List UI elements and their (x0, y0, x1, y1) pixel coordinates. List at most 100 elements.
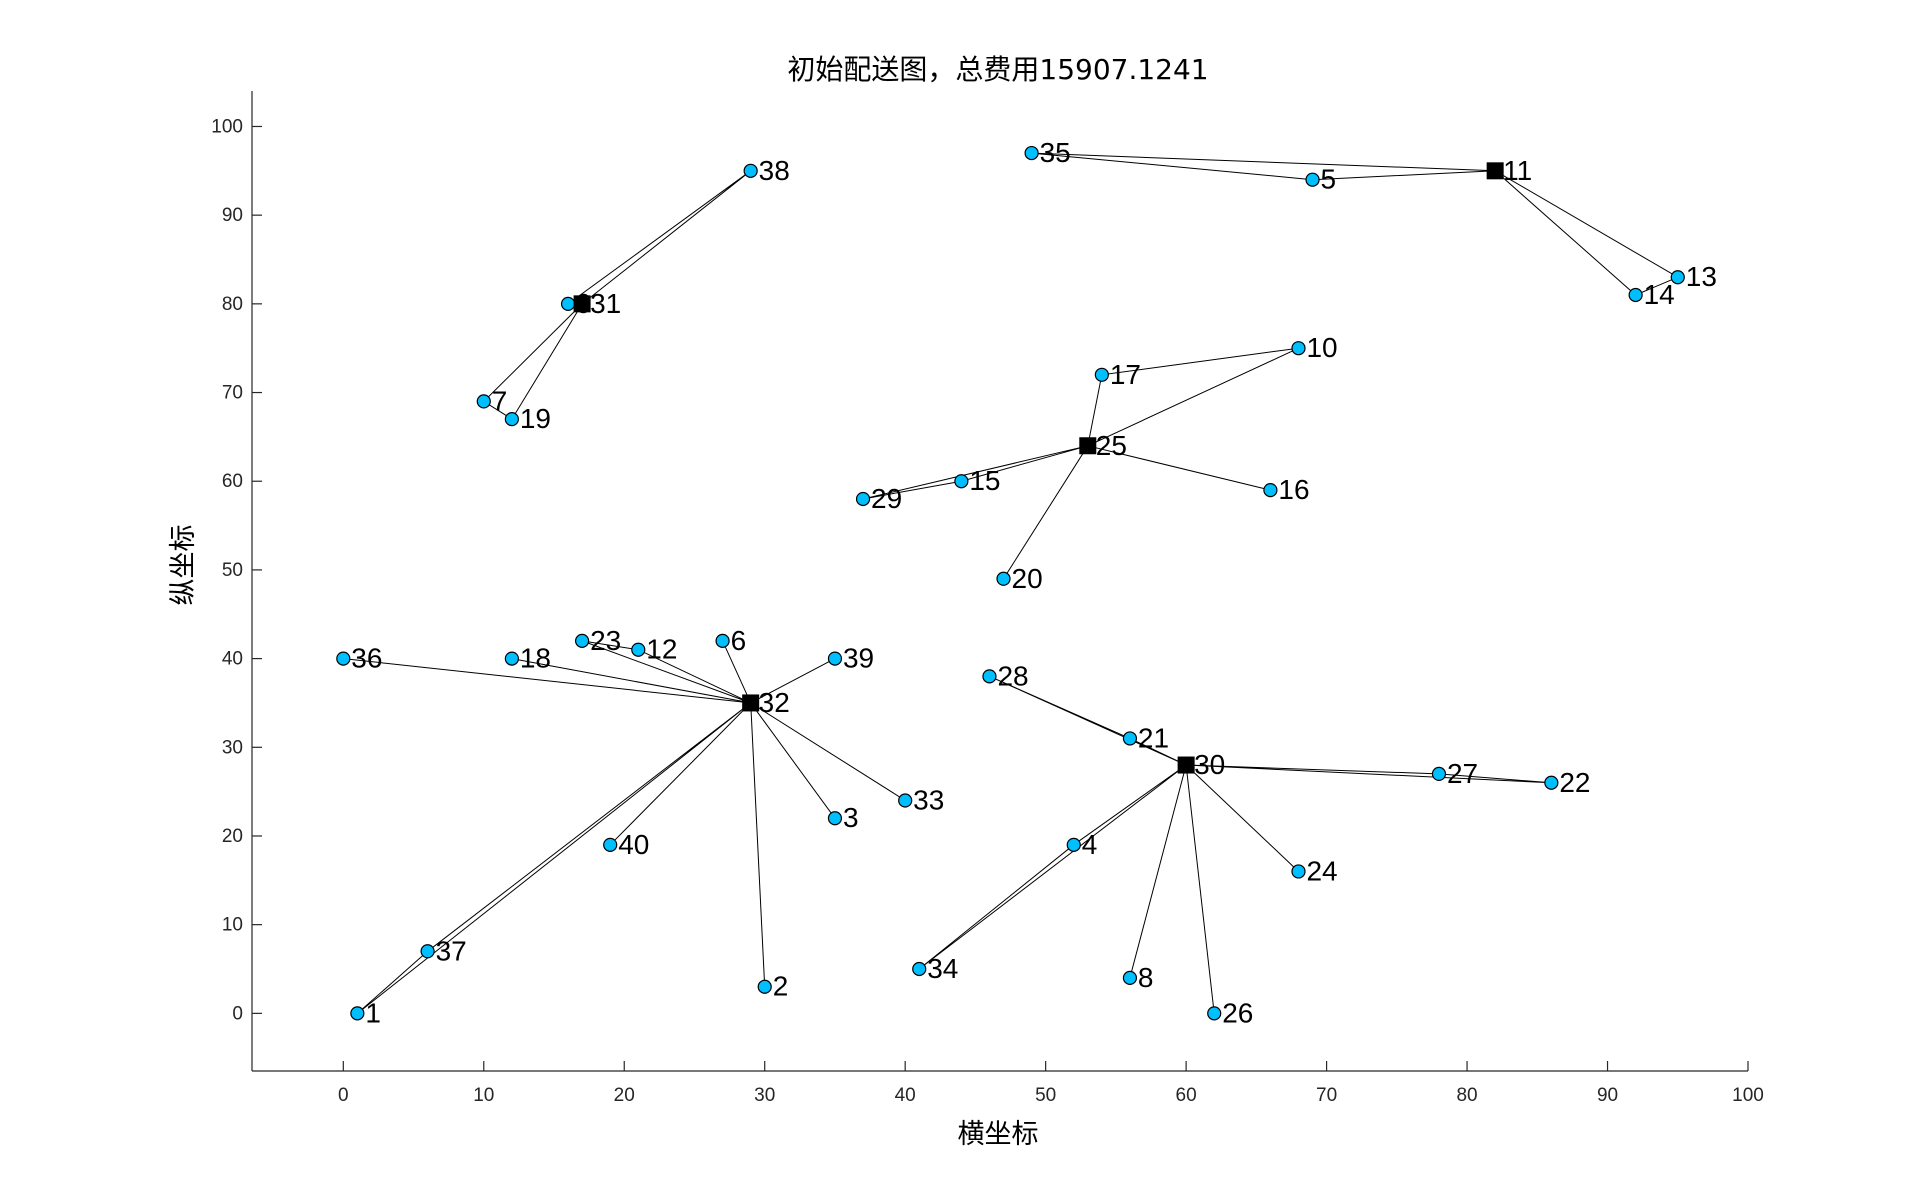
route-line (1185, 764, 1299, 872)
x-tick-label: 0 (338, 1085, 349, 1106)
x-tick-label: 70 (1316, 1085, 1337, 1106)
customer-label: 36 (351, 643, 382, 674)
route-line (566, 170, 752, 305)
x-tick-label: 100 (1732, 1085, 1764, 1106)
x-tick-label: 10 (473, 1085, 494, 1106)
depot-point (1177, 756, 1195, 774)
depot-label: 11 (1503, 155, 1532, 186)
customer-point (1544, 775, 1559, 790)
customer-point (1122, 970, 1138, 985)
y-tick-label: 60 (222, 471, 243, 492)
y-tick-label: 40 (222, 649, 243, 670)
customer-label: 1 (365, 997, 381, 1028)
route-line (750, 702, 766, 987)
y-tick-label: 90 (222, 205, 243, 226)
route-line (609, 702, 752, 846)
customer-point (982, 669, 997, 684)
y-tick-label: 30 (222, 737, 243, 758)
customer-point (1431, 766, 1447, 781)
customer-label: 9 (576, 288, 592, 319)
customer-point (827, 651, 843, 666)
customer-label: 16 (1278, 474, 1309, 505)
customer-label: 33 (913, 785, 944, 816)
x-tick-label: 60 (1176, 1085, 1197, 1106)
customer-point (743, 163, 758, 178)
customer-point (504, 412, 519, 427)
customer-point (350, 1006, 365, 1021)
y-tick-label: 0 (232, 1003, 243, 1024)
route-line (357, 702, 752, 1014)
customer-label: 27 (1447, 758, 1478, 789)
x-tick-label: 90 (1597, 1085, 1618, 1106)
customer-point (855, 491, 871, 507)
customer-label: 3 (843, 802, 859, 833)
customer-label: 22 (1559, 767, 1590, 798)
route-line (483, 303, 583, 420)
route-line (862, 445, 1088, 500)
customer-point (912, 961, 927, 977)
customer-point (715, 633, 730, 648)
customer-label: 24 (1306, 855, 1337, 886)
customer-point (336, 651, 351, 666)
customer-point (757, 979, 772, 994)
customer-point (1024, 145, 1039, 161)
x-tick-label: 30 (754, 1085, 775, 1106)
customer-label: 29 (871, 483, 902, 514)
customer-label: 19 (520, 403, 551, 434)
route-line (750, 702, 836, 819)
customer-label: 8 (1138, 962, 1154, 993)
customer-label: 2 (773, 971, 789, 1002)
customer-point (504, 651, 519, 666)
y-tick-label: 80 (222, 294, 243, 315)
route-line (1494, 170, 1679, 296)
customer-point (476, 394, 491, 409)
depot-label: 30 (1194, 749, 1225, 780)
customer-label: 40 (618, 829, 649, 860)
customer-label: 26 (1222, 997, 1253, 1028)
route-line (1087, 347, 1299, 447)
customer-label: 15 (969, 465, 1000, 496)
axes: 0 10 20 30 40 50 60 70 80 90 100 0 10 20 30 40 50 60 70 80 9… (211, 91, 1764, 1106)
customer-label: 21 (1138, 722, 1169, 753)
customer-label: 35 (1040, 137, 1071, 168)
route-line (1186, 764, 1552, 784)
customer-point (1094, 367, 1109, 382)
route-line (918, 764, 1187, 970)
customer-label: 18 (520, 643, 551, 674)
markers (336, 145, 1685, 1021)
customer-label: 28 (997, 660, 1028, 691)
x-tick-label: 40 (895, 1085, 916, 1106)
depot-point (742, 694, 760, 712)
x-tick-label: 20 (614, 1085, 635, 1106)
route-line (1031, 152, 1496, 181)
customer-label: 34 (927, 953, 958, 984)
customer-point (560, 296, 576, 311)
y-tick-label: 100 (211, 116, 243, 137)
customer-label: 39 (843, 643, 874, 674)
customer-label: 4 (1082, 829, 1098, 860)
customer-point (1305, 172, 1320, 187)
customer-point (996, 571, 1011, 586)
customer-label: 14 (1644, 279, 1675, 310)
customer-point (1066, 837, 1081, 852)
customer-point (1628, 287, 1643, 303)
customer-point (631, 642, 646, 657)
customer-point (954, 474, 969, 489)
route-line (989, 675, 1187, 766)
chart-title: 初始配送图，总费用15907.1241 (787, 53, 1208, 86)
x-tick-label: 80 (1456, 1085, 1477, 1106)
customer-point (898, 793, 913, 808)
customer-label: 10 (1306, 332, 1337, 363)
customer-label: 17 (1110, 359, 1141, 390)
customer-point (1291, 864, 1306, 879)
depot-label: 31 (590, 288, 621, 319)
x-tick-label: 50 (1035, 1085, 1056, 1106)
customer-point (420, 944, 435, 959)
depot-label: 25 (1096, 430, 1127, 461)
customer-label: 5 (1321, 164, 1337, 195)
customer-label: 6 (731, 625, 747, 656)
customer-point (1291, 341, 1306, 356)
customer-point (1263, 482, 1278, 498)
